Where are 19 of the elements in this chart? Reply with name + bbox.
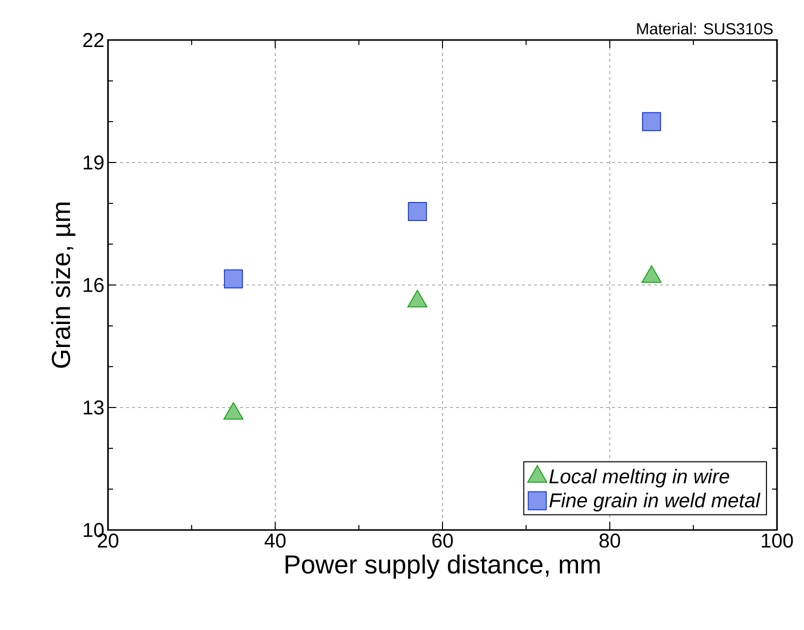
legend-label: Fine grain in weld metal: [549, 492, 760, 512]
x-tick-label: 60: [432, 534, 453, 548]
y-tick-label: 19: [84, 155, 104, 170]
x-tick-label: 40: [264, 534, 286, 548]
point: [224, 269, 243, 288]
x-axis-title: Power supply distance, mm: [286, 554, 600, 579]
point: [407, 290, 428, 308]
x-tick-label: 80: [599, 534, 620, 548]
y-axis-title: Grain size, µm: [51, 202, 76, 368]
point: [642, 112, 662, 132]
point: [223, 402, 244, 420]
point: [408, 202, 427, 221]
text: Material: SUS310S: [637, 22, 773, 34]
point: [642, 265, 662, 283]
x-tick-label: 100: [762, 534, 793, 548]
y-tick-label: 22: [83, 33, 104, 47]
y-tick-label: 13: [84, 400, 104, 415]
y-tick-label: 16: [84, 278, 104, 292]
legend-label: Local melting in wire: [549, 468, 730, 488]
